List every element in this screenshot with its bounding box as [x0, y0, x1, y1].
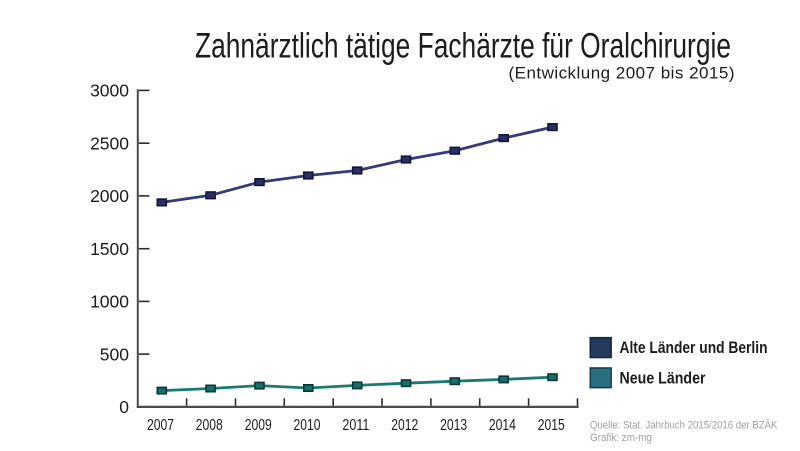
svg-text:Zahnärztlich tätige Fachärzte: Zahnärztlich tätige Fachärzte für Oralch… [195, 26, 731, 66]
svg-text:2000: 2000 [90, 186, 129, 206]
svg-text:1000: 1000 [90, 292, 129, 312]
svg-text:2011: 2011 [342, 417, 369, 434]
svg-text:2012: 2012 [391, 417, 418, 434]
svg-text:2500: 2500 [90, 133, 129, 153]
svg-text:2010: 2010 [294, 417, 321, 434]
svg-text:Neue Länder: Neue Länder [620, 369, 706, 388]
svg-text:Alte Länder und Berlin: Alte Länder und Berlin [620, 338, 768, 357]
svg-text:Grafik: zm-mg: Grafik: zm-mg [590, 432, 652, 444]
svg-text:2015: 2015 [538, 417, 565, 434]
svg-text:500: 500 [100, 344, 129, 364]
svg-text:Quelle: Stat. Jahrbuch 2015/20: Quelle: Stat. Jahrbuch 2015/2016 der BZÄ… [590, 420, 778, 432]
svg-text:2009: 2009 [245, 417, 272, 434]
svg-text:2013: 2013 [440, 417, 467, 434]
svg-text:0: 0 [119, 397, 129, 417]
svg-text:(Entwicklung 2007 bis 2015): (Entwicklung 2007 bis 2015) [509, 64, 735, 83]
svg-text:2008: 2008 [196, 417, 223, 434]
svg-text:2014: 2014 [489, 417, 516, 434]
svg-text:1500: 1500 [90, 239, 129, 259]
svg-text:3000: 3000 [90, 81, 129, 101]
svg-text:2007: 2007 [147, 417, 174, 434]
